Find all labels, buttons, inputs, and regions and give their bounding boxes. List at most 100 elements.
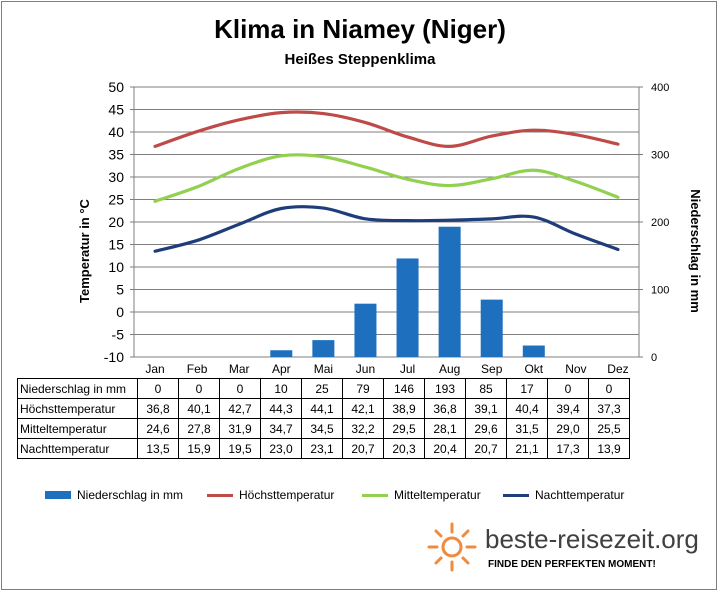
legend-item: Nachttemperatur: [503, 488, 624, 502]
table-cell: 0: [137, 378, 179, 399]
table-cell: 40,4: [506, 398, 548, 419]
chart-subtitle: Heißes Steppenklima: [284, 51, 436, 68]
table-cell: 20,3: [383, 438, 425, 459]
table-cell: 13,5: [137, 438, 179, 459]
table-cell: 0: [178, 378, 220, 399]
table-row: Nachttemperatur 13,5 15,9 19,5 23,0 23,1 20,7 2…: [17, 438, 630, 459]
table-cell: 17: [506, 378, 548, 399]
y-axis-left-label: Temperatur in °C: [77, 199, 92, 303]
table-cell: 79: [342, 378, 384, 399]
table-cell: 38,9: [383, 398, 425, 419]
chart-title: Klima in Niamey (Niger): [214, 14, 506, 44]
table-cell: 19,5: [219, 438, 261, 459]
table-cell: 40,1: [178, 398, 220, 419]
brand-tagline: FINDE DEN PERFEKTEN MOMENT!: [488, 559, 656, 570]
y-left-tick-label: 10: [108, 259, 124, 275]
y-axis-right-label: Niederschlag in mm: [688, 189, 703, 313]
y-left-tick-label: 30: [108, 169, 124, 185]
legend-label: Nachttemperatur: [535, 488, 625, 502]
table-row: Mitteltemperatur 24,6 27,8 31,9 34,7 34,5 32,2…: [17, 418, 630, 439]
table-cell: 15,9: [178, 438, 220, 459]
bar-niederschlag: [522, 345, 545, 357]
legend-swatch: [45, 491, 71, 499]
table-cell: 31,5: [506, 418, 548, 439]
table-cell: 20,4: [424, 438, 466, 459]
x-tick-label: Sep: [481, 362, 503, 376]
legend-item: Höchsttemperatur: [207, 488, 334, 502]
table-cell: 17,3: [547, 438, 589, 459]
series-line-mitteltemperatur: [153, 153, 620, 203]
table-cell: 37,3: [588, 398, 630, 419]
x-tick-label: Mai: [314, 362, 333, 376]
x-tick-label: Okt: [524, 362, 543, 376]
legend-item: Niederschlag in mm: [45, 488, 183, 502]
table-cell: 0: [588, 378, 630, 399]
table-row-label: Nachttemperatur: [17, 438, 138, 459]
table-cell: 21,1: [506, 438, 548, 459]
bar-niederschlag: [480, 299, 503, 357]
legend-label: Mitteltemperatur: [394, 488, 481, 502]
table-cell: 29,6: [465, 418, 507, 439]
table-cell: 36,8: [137, 398, 179, 419]
y-right-tick-label: 0: [651, 352, 657, 364]
y-left-tick-label: 25: [108, 192, 124, 208]
table-cell: 32,2: [342, 418, 384, 439]
table-cell: 29,0: [547, 418, 589, 439]
table-row-label: Mitteltemperatur: [17, 418, 138, 439]
table-cell: 42,7: [219, 398, 261, 419]
y-left-tick-label: 20: [108, 214, 124, 230]
y-right-tick-label: 200: [651, 217, 669, 229]
table-cell: 0: [547, 378, 589, 399]
table-cell: 42,1: [342, 398, 384, 419]
table-cell: 44,1: [301, 398, 343, 419]
table-cell: 85: [465, 378, 507, 399]
table-cell: 27,8: [178, 418, 220, 439]
legend-label: Niederschlag in mm: [77, 488, 184, 502]
legend-swatch: [362, 493, 388, 497]
bar-niederschlag: [270, 350, 293, 357]
x-tick-label: Aug: [439, 362, 460, 376]
y-left-tick-label: 50: [108, 79, 124, 95]
table-cell: 25,5: [588, 418, 630, 439]
y-right-tick-label: 100: [651, 285, 669, 297]
bar-niederschlag: [396, 258, 419, 357]
table-cell: 44,3: [260, 398, 302, 419]
table-cell: 28,1: [424, 418, 466, 439]
table-cell: 13,9: [588, 438, 630, 459]
brand-name: beste-reisezeit.org: [485, 524, 699, 554]
y-right-tick-label: 300: [651, 150, 669, 162]
y-left-tick-label: 45: [108, 102, 124, 118]
table-cell: 23,1: [301, 438, 343, 459]
x-tick-label: Mar: [229, 362, 250, 376]
y-left-tick-label: 5: [116, 282, 124, 298]
x-tick-label: Jun: [356, 362, 375, 376]
table-cell: 146: [383, 378, 425, 399]
legend-item: Mitteltemperatur: [362, 488, 481, 502]
legend-swatch: [207, 493, 233, 497]
series-line-nachttemperatur: [153, 205, 620, 253]
table-row-label: Niederschlag in mm: [17, 378, 138, 399]
sun-icon: [427, 522, 477, 572]
table-cell: 29,5: [383, 418, 425, 439]
x-tick-label: Jul: [400, 362, 415, 376]
x-tick-label: Apr: [272, 362, 291, 376]
table-cell: 39,4: [547, 398, 589, 419]
legend-swatch: [503, 493, 529, 497]
chart-legend: Niederschlag in mm Höchsttemperatur Mittel…: [0, 488, 720, 506]
x-tick-label: Jan: [145, 362, 164, 376]
table-cell: 20,7: [342, 438, 384, 459]
x-tick-label: Dez: [607, 362, 628, 376]
table-cell: 0: [219, 378, 261, 399]
data-table: Niederschlag in mm 0 0 0 10 25 79 146 193 85 17 0 0 H…: [17, 378, 630, 459]
y-left-tick-label: -5: [112, 327, 125, 343]
table-cell: 20,7: [465, 438, 507, 459]
table-row: Höchsttemperatur 36,8 40,1 42,7 44,3 44,1 42,1…: [17, 398, 630, 419]
y-left-tick-label: 0: [116, 304, 124, 320]
x-tick-label: Feb: [187, 362, 208, 376]
table-row-label: Höchsttemperatur: [17, 398, 138, 419]
table-cell: 25: [301, 378, 343, 399]
chart-area: 50454035302520151050-5-104003002001000Ja…: [104, 79, 670, 376]
y-left-tick-label: 15: [108, 237, 124, 253]
table-cell: 39,1: [465, 398, 507, 419]
